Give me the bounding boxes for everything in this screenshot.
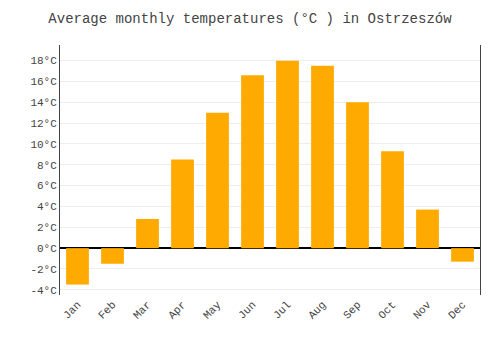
svg-text:10°C: 10°C (30, 139, 57, 151)
svg-text:May: May (201, 299, 224, 322)
svg-text:16°C: 16°C (30, 76, 57, 88)
svg-text:Mar: Mar (131, 299, 153, 321)
svg-text:2°C: 2°C (37, 222, 57, 234)
svg-text:Jan: Jan (61, 299, 83, 321)
svg-text:0°C: 0°C (37, 243, 57, 255)
svg-text:14°C: 14°C (30, 97, 57, 109)
svg-text:12°C: 12°C (30, 118, 57, 130)
svg-text:-4°C: -4°C (30, 285, 57, 297)
svg-text:Dec: Dec (446, 299, 468, 321)
svg-text:Jul: Jul (271, 299, 293, 321)
svg-text:18°C: 18°C (30, 55, 57, 67)
svg-text:Jun: Jun (236, 299, 258, 321)
svg-text:6°C: 6°C (37, 180, 57, 192)
svg-text:-2°C: -2°C (30, 264, 57, 276)
svg-text:Nov: Nov (411, 299, 434, 322)
svg-text:8°C: 8°C (37, 160, 57, 172)
svg-text:4°C: 4°C (37, 201, 57, 213)
svg-text:Oct: Oct (376, 299, 398, 321)
svg-text:Average monthly temperatures (: Average monthly temperatures (°C ) in Os… (48, 11, 452, 27)
svg-text:Aug: Aug (306, 299, 328, 321)
svg-text:Feb: Feb (96, 299, 118, 321)
svg-text:Apr: Apr (166, 299, 188, 321)
svg-text:Sep: Sep (341, 299, 363, 321)
